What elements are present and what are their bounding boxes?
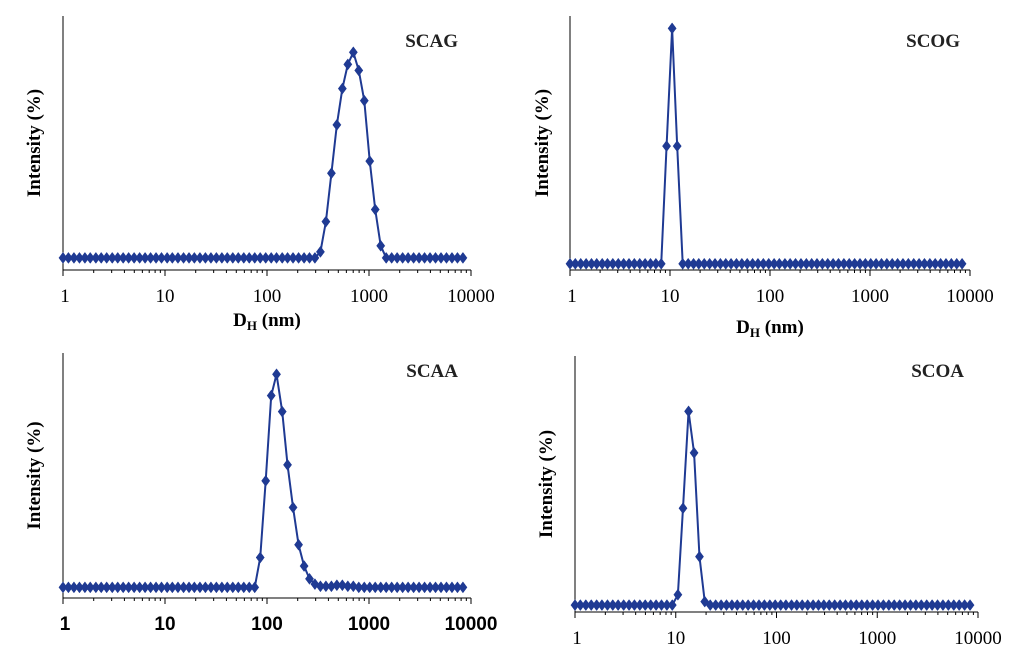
x-tick-label: 100 — [756, 286, 785, 307]
x-tick-label: 10000 — [447, 286, 495, 307]
data-point-marker — [315, 245, 325, 258]
x-tick-label: 1 — [567, 286, 577, 307]
chart-panel-scag: 1 10 100 1000 10000 Intensity (%) DH (nm) SCAG — [24, 16, 495, 333]
data-point-marker — [332, 118, 342, 131]
data-point-marker — [310, 251, 320, 264]
series-line — [570, 28, 963, 265]
series-line — [63, 49, 463, 259]
panel-title: SCAA — [406, 361, 458, 382]
y-axis-title: Intensity (%) — [24, 421, 45, 529]
data-point-marker — [288, 501, 298, 514]
data-point-marker — [359, 94, 369, 107]
data-point-marker — [656, 257, 666, 270]
chart-panel-scog: 1 10 100 1000 10000 Intensity (%) DH (nm) SCOG — [532, 16, 994, 340]
chart-panel-scaa: 1 10 100 1000 10000 Intensity (%) SCAA — [24, 353, 497, 635]
data-point-marker — [337, 82, 347, 95]
x-axis-title: DH (nm) — [233, 310, 301, 333]
panel-title: SCAG — [405, 31, 458, 52]
data-point-marker — [266, 389, 276, 402]
data-point-marker — [337, 579, 347, 592]
data-point-marker — [255, 551, 265, 564]
data-point-marker — [305, 572, 314, 585]
data-point-marker — [272, 368, 281, 381]
data-point-marker — [667, 22, 677, 35]
x-tick-label: 100 — [251, 614, 283, 635]
data-point-marker — [458, 251, 468, 264]
x-tick-label: 1 — [572, 628, 582, 645]
chart-panel-scoa: 1 10 100 1000 10000 Intensity (%) SCOA — [536, 356, 1002, 645]
data-point-marker — [672, 140, 682, 153]
x-tick-label: 10 — [666, 628, 685, 645]
data-point-marker — [326, 167, 336, 180]
y-axis-title: Intensity (%) — [536, 430, 557, 538]
x-tick-label: 10 — [661, 286, 680, 307]
data-point-marker — [348, 46, 358, 59]
x-tick-label: 10000 — [946, 286, 994, 307]
data-point-marker — [365, 155, 375, 168]
data-point-marker — [667, 599, 677, 611]
data-point-marker — [678, 502, 688, 515]
data-point-marker — [695, 550, 704, 563]
x-tick-label: 1000 — [851, 286, 889, 307]
data-point-marker — [321, 215, 331, 228]
data-point-marker — [294, 538, 304, 551]
x-tick-label: 10000 — [954, 628, 1002, 645]
data-point-marker — [458, 581, 468, 594]
x-tick-label: 100 — [253, 286, 282, 307]
x-tick-label: 1 — [60, 286, 70, 307]
data-point-marker — [700, 595, 710, 608]
data-point-marker — [957, 257, 967, 270]
x-tick-label: 1 — [60, 614, 71, 635]
data-point-marker — [250, 581, 260, 594]
data-point-marker — [299, 560, 309, 572]
x-tick-label: 1000 — [348, 614, 390, 635]
series-line — [575, 411, 971, 607]
x-tick-label: 100 — [762, 628, 791, 645]
data-point-marker — [343, 58, 353, 71]
data-point-marker — [965, 599, 975, 611]
data-point-marker — [283, 458, 292, 471]
data-point-marker — [673, 588, 683, 601]
data-point-marker — [261, 474, 271, 487]
data-point-marker — [684, 405, 693, 418]
x-axis-title: DH (nm) — [736, 317, 804, 340]
x-tick-label: 10000 — [445, 614, 498, 635]
data-point-marker — [376, 239, 386, 252]
x-tick-label: 10 — [154, 614, 175, 635]
y-axis-title: Intensity (%) — [532, 89, 553, 197]
data-point-marker — [348, 580, 358, 593]
data-point-marker — [662, 140, 672, 153]
y-axis-title: Intensity (%) — [24, 89, 45, 197]
data-point-marker — [310, 578, 320, 591]
panel-title: SCOA — [911, 361, 964, 382]
x-tick-label: 1000 — [350, 286, 388, 307]
panel-title: SCOG — [906, 31, 960, 52]
x-tick-label: 1000 — [858, 628, 896, 645]
data-point-marker — [354, 64, 364, 77]
data-point-marker — [370, 203, 380, 216]
data-point-marker — [689, 446, 699, 459]
data-point-marker — [277, 405, 287, 418]
x-tick-label: 10 — [156, 286, 175, 307]
